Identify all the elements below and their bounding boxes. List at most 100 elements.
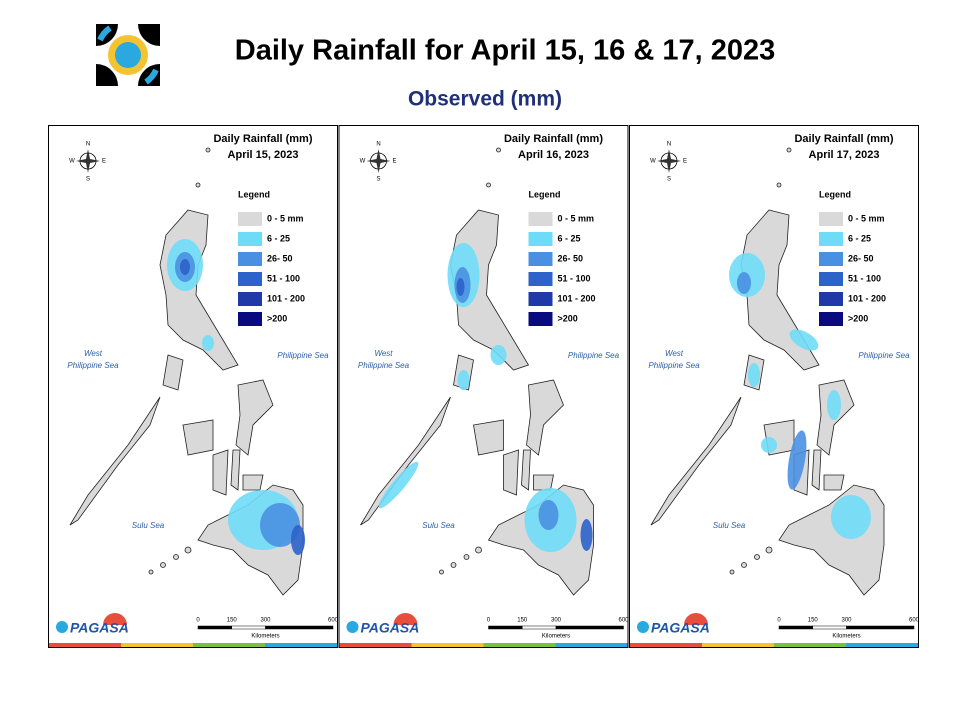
legend-label: 101 - 200 [848, 293, 886, 303]
color-strip [193, 643, 265, 647]
logo-text: PAGASA [651, 620, 710, 636]
color-strip [846, 643, 918, 647]
legend-label: 0 - 5 mm [267, 213, 304, 223]
legend-label: 26- 50 [558, 253, 584, 263]
sea-label: Sulu Sea [132, 521, 165, 530]
sea-label: Philippine Sea [648, 361, 700, 370]
legend-swatch [528, 312, 553, 326]
legend-swatch [528, 252, 553, 266]
color-strip [411, 643, 484, 647]
rainfall-area [291, 525, 305, 555]
legend-label: >200 [558, 313, 578, 323]
sea-label: Philippine Sea [858, 351, 910, 360]
scale-tick-label: 150 [808, 618, 819, 624]
compass-w: W [360, 159, 366, 165]
legend-label: 0 - 5 mm [848, 213, 885, 223]
logo-umbrella [684, 613, 708, 625]
logo-text: PAGASA [361, 620, 420, 636]
compass-star [76, 149, 100, 173]
scale-segment [231, 625, 266, 630]
legend-label: 101 - 200 [267, 293, 305, 303]
compass-s: S [667, 177, 671, 183]
compass-e: E [102, 159, 106, 165]
rainfall-area [456, 278, 465, 296]
legend-swatch [238, 272, 262, 286]
scale-tick-label: 150 [227, 618, 238, 624]
panel-heading: Daily Rainfall (mm) [213, 133, 312, 145]
color-strip [774, 643, 846, 647]
legend-title: Legend [238, 189, 270, 199]
sea-label: Philippine Sea [568, 351, 620, 360]
compass-s: S [86, 177, 90, 183]
logo-umbrella [393, 613, 418, 625]
scale-segment [846, 625, 915, 630]
panel-date: April 16, 2023 [518, 149, 589, 161]
rainfall-area [787, 430, 807, 490]
legend-label: 6 - 25 [267, 233, 290, 243]
legend-swatch [819, 312, 843, 326]
scale-tick-label: 150 [517, 618, 528, 624]
compass-s: S [376, 177, 380, 183]
compass-w: W [69, 159, 75, 165]
color-strip [630, 643, 702, 647]
legend-swatch [819, 232, 843, 246]
color-strip [265, 643, 337, 647]
sea-label: West [665, 349, 684, 358]
rainfall-area [202, 335, 214, 351]
rainfall-areas [167, 239, 305, 555]
legend-label: 6 - 25 [848, 233, 871, 243]
sea-label: West [374, 349, 393, 358]
rainfall-area [538, 500, 559, 530]
logo-umbrella [103, 613, 127, 625]
compass-n: N [667, 142, 671, 148]
legend-label: >200 [848, 313, 868, 323]
map-panel: Daily Rainfall (mm) April 17, 2023 N S E W Leg… [629, 125, 920, 648]
legend-swatch [238, 312, 262, 326]
color-strip [339, 643, 412, 647]
title: Daily Rainfall for April 15, 16 & 17, 20… [235, 35, 776, 67]
scale-tick-label: 600 [328, 618, 339, 624]
compass-n: N [376, 142, 380, 148]
logo-mark [56, 621, 68, 633]
legend-label: 51 - 100 [558, 273, 591, 283]
legend-label: 51 - 100 [848, 273, 881, 283]
scale-unit: Kilometers [251, 634, 279, 640]
legend-label: 26- 50 [848, 253, 874, 263]
rainfall-area [827, 390, 841, 420]
color-strip [121, 643, 193, 647]
rainfall-area [761, 437, 777, 453]
scale-tick-label: 0 [196, 618, 200, 624]
panel-date: April 17, 2023 [809, 149, 880, 161]
subtitle: Observed (mm) [408, 88, 562, 111]
rainfall-area [457, 370, 470, 390]
scale-segment [197, 625, 232, 630]
scale-tick-label: 300 [551, 618, 562, 624]
rainfall-area [490, 345, 507, 365]
scale-segment [778, 625, 813, 630]
scale-segment [522, 625, 557, 630]
scale-unit: Kilometers [542, 634, 570, 640]
compass-e: E [683, 159, 687, 165]
rainfall-area [260, 503, 300, 547]
legend-label: 0 - 5 mm [558, 213, 595, 223]
scale-segment [488, 625, 523, 630]
legend-swatch [528, 212, 553, 226]
scale-tick-label: 300 [260, 618, 271, 624]
panel-heading: Daily Rainfall (mm) [504, 133, 603, 145]
rainfall-area [378, 461, 419, 509]
sea-label: Sulu Sea [422, 521, 455, 530]
legend-label: 51 - 100 [267, 273, 300, 283]
legend-swatch [819, 292, 843, 306]
rainfall-area [831, 495, 871, 539]
legend-label: 6 - 25 [558, 233, 581, 243]
logo-text: PAGASA [70, 620, 129, 636]
scale-segment [265, 625, 334, 630]
panel-date: April 15, 2023 [228, 149, 299, 161]
legend-swatch [238, 212, 262, 226]
scale-tick-label: 0 [487, 618, 491, 624]
legend-swatch [528, 232, 553, 246]
compass-w: W [650, 159, 656, 165]
scale-unit: Kilometers [832, 634, 860, 640]
map-panel: Daily Rainfall (mm) April 15, 2023 N S E W Leg… [48, 125, 339, 648]
legend-swatch [528, 292, 553, 306]
